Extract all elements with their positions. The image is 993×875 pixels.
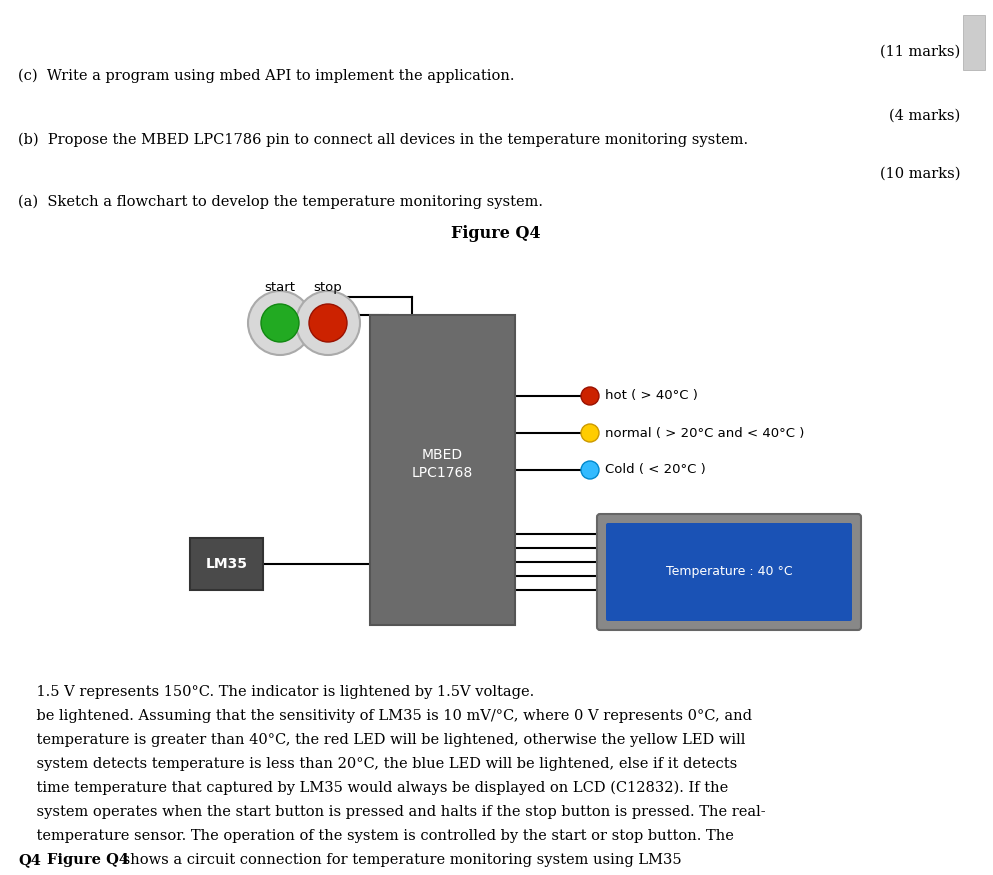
Text: Figure Q4: Figure Q4 [47,853,129,867]
Text: Cold ( < 20°C ): Cold ( < 20°C ) [605,464,706,477]
Text: MBED
LPC1768: MBED LPC1768 [412,448,473,480]
FancyBboxPatch shape [606,523,852,621]
Text: temperature sensor. The operation of the system is controlled by the start or st: temperature sensor. The operation of the… [18,829,734,843]
FancyBboxPatch shape [597,514,861,630]
Circle shape [581,424,599,442]
Circle shape [581,461,599,479]
Text: Temperature : 40 °C: Temperature : 40 °C [665,565,792,578]
Text: Q4: Q4 [18,853,41,867]
Text: (c)  Write a program using mbed API to implement the application.: (c) Write a program using mbed API to im… [18,69,514,83]
Text: shows a circuit connection for temperature monitoring system using LM35: shows a circuit connection for temperatu… [118,853,681,867]
Text: time temperature that captured by LM35 would always be displayed on LCD (C12832): time temperature that captured by LM35 w… [18,781,728,795]
Text: start: start [264,281,296,294]
Circle shape [309,304,347,342]
Bar [370,315,515,625]
Text: (4 marks): (4 marks) [889,109,960,123]
Text: (10 marks): (10 marks) [880,167,960,181]
Circle shape [581,387,599,405]
Text: temperature is greater than 40°C, the red LED will be lightened, otherwise the y: temperature is greater than 40°C, the re… [18,733,746,747]
Text: stop: stop [314,281,343,294]
Text: (11 marks): (11 marks) [880,45,960,59]
Text: (a)  Sketch a flowchart to develop the temperature monitoring system.: (a) Sketch a flowchart to develop the te… [18,195,543,209]
Text: (b)  Propose the MBED LPC1786 pin to connect all devices in the temperature moni: (b) Propose the MBED LPC1786 pin to conn… [18,133,748,147]
Circle shape [261,304,299,342]
Text: system detects temperature is less than 20°C, the blue LED will be lightened, el: system detects temperature is less than … [18,757,737,771]
Bar [963,15,985,70]
Text: 1.5 V represents 150°C. The indicator is lightened by 1.5V voltage.: 1.5 V represents 150°C. The indicator is… [18,685,534,699]
Text: hot ( > 40°C ): hot ( > 40°C ) [605,389,698,402]
Bar [190,538,263,590]
Text: system operates when the start button is pressed and halts if the stop button is: system operates when the start button is… [18,805,766,819]
Text: Figure Q4: Figure Q4 [451,225,541,242]
Text: normal ( > 20°C and < 40°C ): normal ( > 20°C and < 40°C ) [605,426,804,439]
Circle shape [296,291,360,355]
Text: be lightened. Assuming that the sensitivity of LM35 is 10 mV/°C, where 0 V repre: be lightened. Assuming that the sensitiv… [18,709,752,723]
Text: LM35: LM35 [206,557,247,571]
Circle shape [248,291,312,355]
